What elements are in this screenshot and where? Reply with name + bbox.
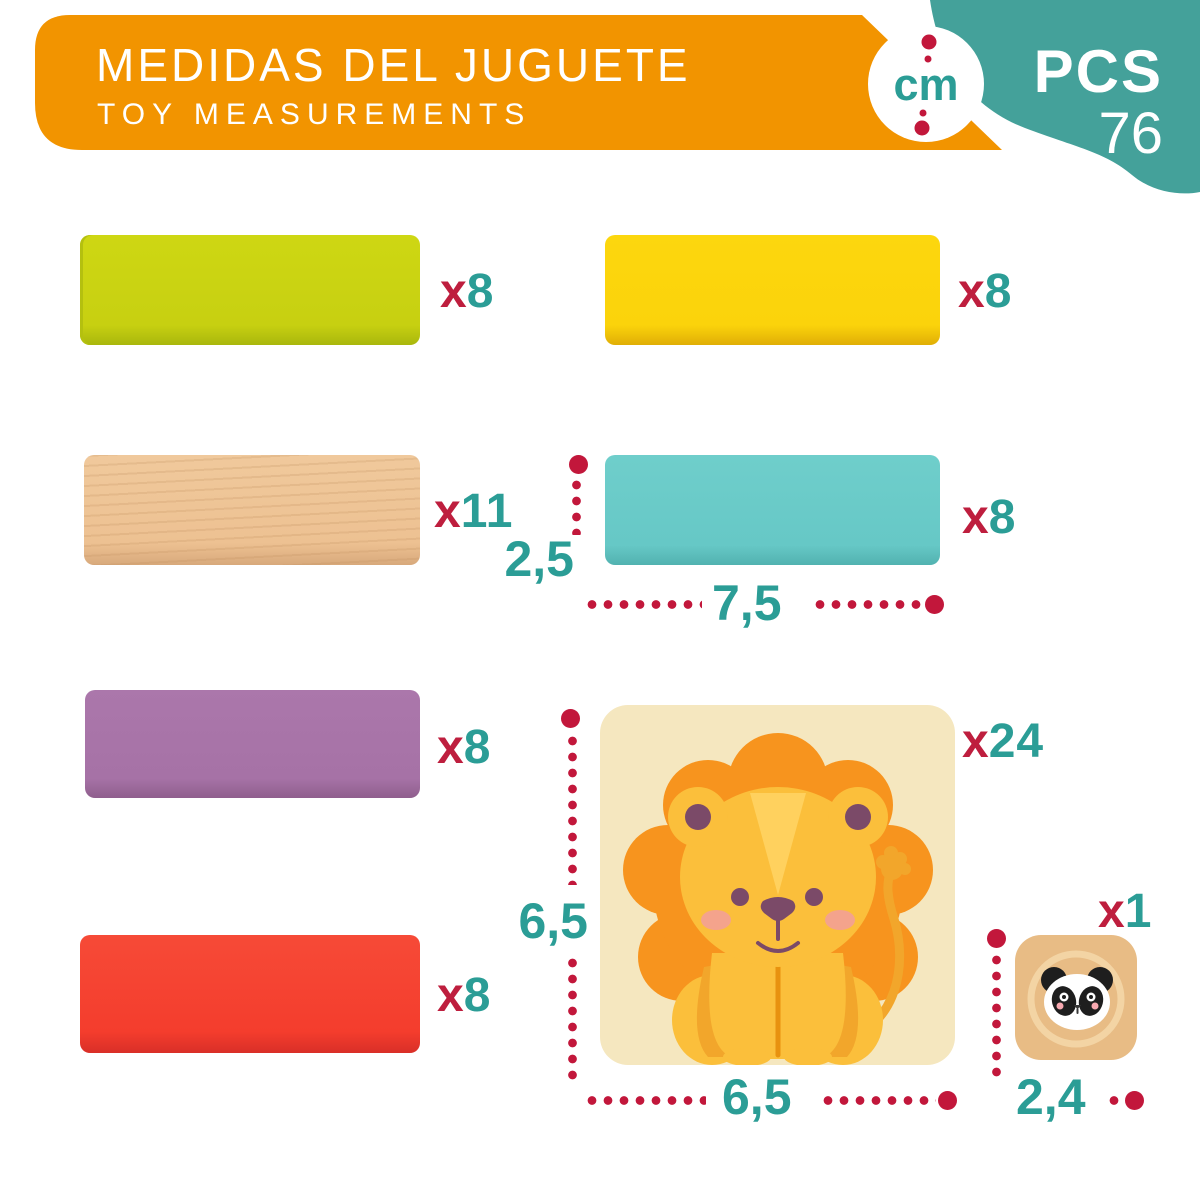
- teal-block: [605, 455, 940, 565]
- lion-width-line-left: [584, 1096, 706, 1105]
- lion-height-line-bottom: [568, 955, 577, 1083]
- panda-dice-illustration: [1015, 935, 1137, 1060]
- dice-measure-right-dot: [1125, 1091, 1144, 1110]
- dice-height-line: [992, 952, 1001, 1082]
- lion-nose: [760, 897, 796, 921]
- dice-width-value: 2,4: [1016, 1069, 1086, 1125]
- dice-ring: [1027, 950, 1125, 1048]
- lion-illustration: [623, 733, 933, 1066]
- panda-dice: [1015, 935, 1137, 1060]
- lion-body: [672, 953, 883, 1066]
- lion-paw: [876, 846, 911, 880]
- yellow-qty: x8: [958, 265, 1013, 318]
- wood-block: [84, 455, 420, 565]
- lion-ears: [668, 787, 888, 847]
- lion-measure-top-dot: [561, 709, 580, 728]
- wood-qty: x11: [434, 485, 514, 538]
- lion-qty: x24: [962, 715, 1045, 768]
- page-title: MEDIDAS DEL JUGUETE: [96, 39, 691, 91]
- teal-width-line-left: [584, 600, 702, 609]
- lion-tile: [600, 705, 955, 1066]
- cm-badge-bottom-dot: [914, 120, 930, 136]
- lime-qty: x8: [440, 265, 495, 318]
- lion-face-wedge: [750, 793, 806, 895]
- lion-left-eye: [731, 888, 749, 906]
- lion-measure-right-dot: [938, 1091, 957, 1110]
- lion-left-cheek: [701, 910, 731, 930]
- teal-height-value: 2,5: [504, 531, 574, 587]
- red-qty: x8: [437, 969, 492, 1022]
- cm-badge: cm: [868, 26, 984, 142]
- page-subtitle: TOY MEASUREMENTS: [97, 98, 532, 131]
- lion-right-eye: [805, 888, 823, 906]
- dice-measure-top-dot: [987, 929, 1006, 948]
- lime-block: [80, 235, 420, 345]
- teal-width-line-right: [812, 600, 922, 609]
- teal-measure-top-dot: [569, 455, 588, 474]
- yellow-block: [605, 235, 940, 345]
- red-block: [80, 935, 420, 1053]
- pcs-badge: [930, 0, 1200, 194]
- pcs-label: PCS: [1034, 38, 1163, 105]
- purple-block: [85, 690, 420, 798]
- lion-right-cheek: [825, 910, 855, 930]
- header-banner: PCS 76 cm: [35, 0, 1200, 194]
- lion-height-value: 6,5: [518, 893, 588, 949]
- lion-height-line-top: [568, 733, 577, 885]
- cm-badge-top-dot: [921, 34, 937, 50]
- lion-mouth: [756, 919, 800, 953]
- teal-width-value: 7,5: [712, 575, 782, 631]
- lion-width-line-right: [820, 1096, 936, 1105]
- lion-width-value: 6,5: [722, 1069, 792, 1125]
- dice-qty: x1: [1098, 885, 1153, 938]
- dice-width-line: [1106, 1096, 1122, 1105]
- header-orange-band: [35, 15, 1002, 150]
- purple-qty: x8: [437, 721, 492, 774]
- teal-qty: x8: [962, 491, 1017, 544]
- teal-measure-right-dot: [925, 595, 944, 614]
- pcs-count: 76: [1098, 101, 1163, 166]
- panda-face: [1041, 967, 1113, 1030]
- cm-badge-label: cm: [893, 59, 958, 110]
- teal-height-line: [572, 477, 581, 535]
